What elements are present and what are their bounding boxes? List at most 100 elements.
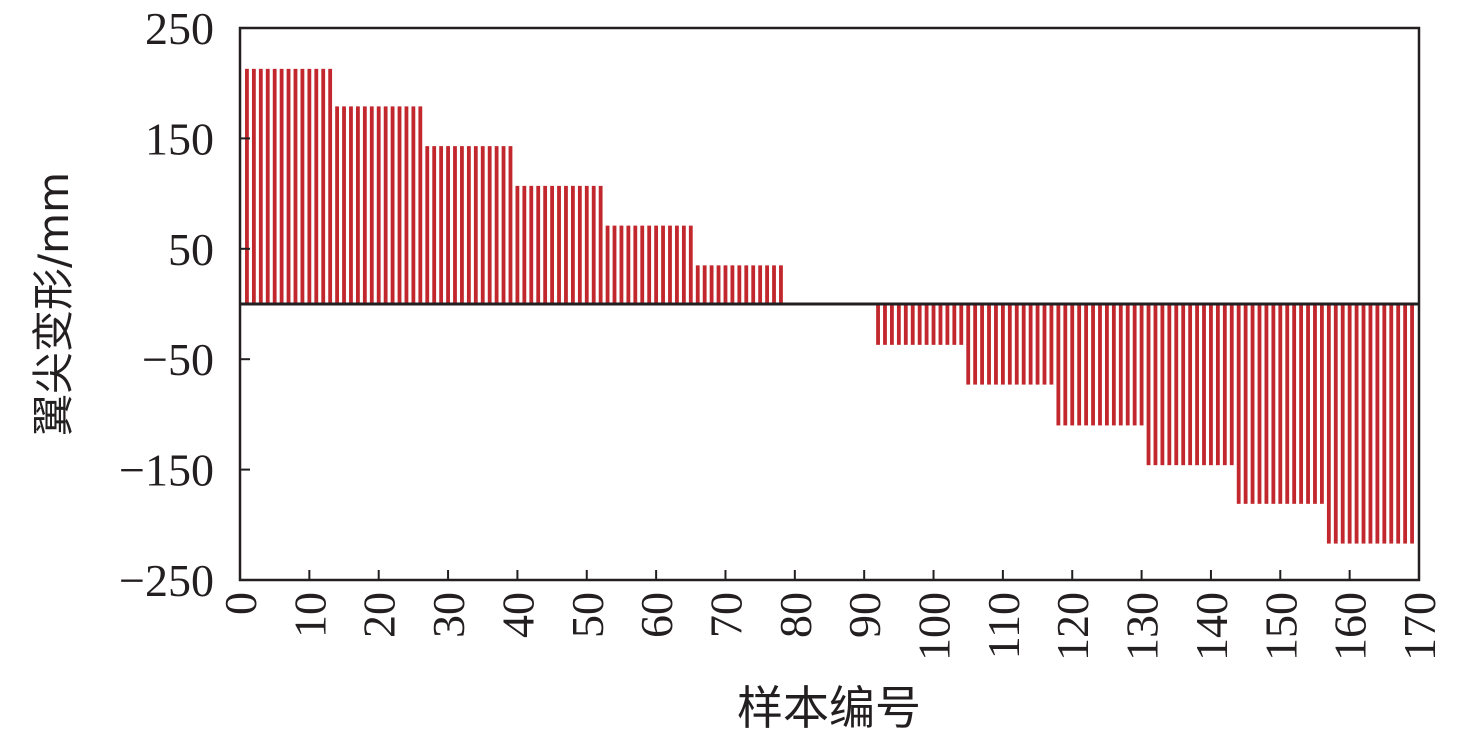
bar <box>258 68 263 305</box>
x-tick-label: 170 <box>1394 592 1445 661</box>
bar <box>487 146 492 304</box>
bar <box>1028 304 1033 385</box>
bar <box>584 185 589 304</box>
bar <box>751 265 756 304</box>
bar <box>1389 304 1394 544</box>
x-tick-label: 40 <box>492 592 543 638</box>
bar <box>349 106 353 304</box>
bar <box>1299 304 1304 504</box>
bar <box>910 304 915 345</box>
bar <box>723 265 728 304</box>
x-tick-label: 140 <box>1186 592 1237 661</box>
bar <box>439 146 444 304</box>
bar <box>314 68 319 305</box>
bar <box>390 106 395 304</box>
bar <box>321 68 326 305</box>
bar <box>1285 304 1290 504</box>
bar <box>938 304 943 345</box>
bar <box>883 304 887 345</box>
bar <box>987 304 991 385</box>
bar <box>737 265 742 304</box>
bar <box>355 106 360 304</box>
y-axis-title: 翼尖变形/mm <box>29 172 78 436</box>
bar <box>1132 304 1137 426</box>
bar <box>1215 304 1220 466</box>
bar <box>1049 304 1054 385</box>
bar <box>550 185 554 304</box>
bar <box>876 304 880 345</box>
bar <box>1257 304 1262 504</box>
bar <box>966 304 971 385</box>
bar <box>1070 304 1075 426</box>
bar <box>328 68 333 305</box>
bar <box>425 146 430 304</box>
bar <box>702 265 707 304</box>
bar <box>647 225 652 304</box>
bar <box>1021 304 1026 385</box>
bar <box>1382 304 1387 544</box>
bar <box>931 304 936 345</box>
bar <box>1396 304 1401 544</box>
y-tick-label: −50 <box>142 334 214 385</box>
bar <box>1105 304 1109 426</box>
bar <box>1098 304 1102 426</box>
bar <box>265 68 270 305</box>
bar <box>1160 304 1165 466</box>
bar <box>1007 304 1012 385</box>
bar <box>1146 304 1151 466</box>
bar <box>1222 304 1227 466</box>
y-tick-label: 50 <box>168 224 214 275</box>
bar <box>626 225 631 304</box>
bar <box>1118 304 1123 426</box>
bar <box>1042 304 1047 385</box>
bar <box>473 146 478 304</box>
bar <box>362 106 367 304</box>
bar <box>1063 304 1068 426</box>
bar <box>529 185 534 304</box>
bar <box>1347 304 1352 544</box>
bar <box>411 106 416 304</box>
x-axis-title: 样本编号 <box>737 681 921 735</box>
bar <box>251 68 256 305</box>
bar <box>376 106 381 304</box>
bar <box>1195 304 1199 466</box>
bar <box>446 146 450 304</box>
bar <box>1229 304 1234 466</box>
bar <box>501 146 506 304</box>
y-tick-label: −150 <box>119 445 214 496</box>
x-tick-label: 20 <box>354 592 405 638</box>
bar <box>924 304 929 345</box>
bar <box>342 106 346 304</box>
bar <box>1271 304 1276 504</box>
bar <box>1410 304 1414 544</box>
bar <box>1264 304 1269 504</box>
bar <box>1174 304 1179 466</box>
bar <box>772 265 776 304</box>
x-tick-label: 60 <box>631 592 682 638</box>
bar <box>1319 304 1324 504</box>
bar <box>716 265 721 304</box>
bar <box>1084 304 1089 426</box>
bar <box>245 68 249 305</box>
bar <box>681 225 686 304</box>
bar <box>300 68 305 305</box>
bar <box>1354 304 1359 544</box>
bar <box>1035 304 1040 385</box>
bar <box>903 304 908 345</box>
bar <box>917 304 922 345</box>
bar <box>1056 304 1061 426</box>
bar <box>1326 304 1331 544</box>
bar <box>1250 304 1255 504</box>
bar <box>1278 304 1283 504</box>
bar <box>543 185 548 304</box>
x-tick-label: 120 <box>1047 592 1098 661</box>
bar <box>605 225 610 304</box>
bar <box>1077 304 1082 426</box>
bar <box>570 185 575 304</box>
bar <box>765 265 769 304</box>
bar <box>369 106 374 304</box>
bar <box>758 265 763 304</box>
bar <box>293 68 298 305</box>
x-tick-label: 150 <box>1255 592 1306 661</box>
